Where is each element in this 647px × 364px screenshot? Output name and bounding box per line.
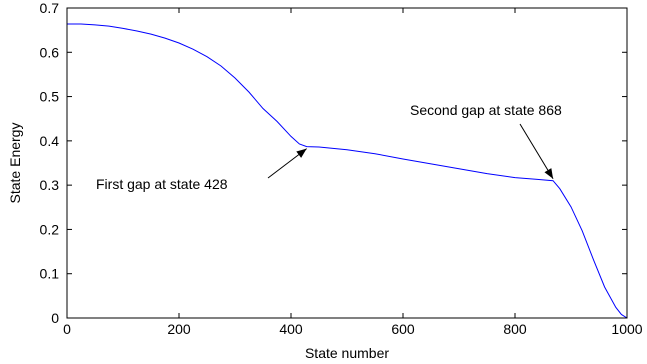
annotation-second-gap-arrow [519,123,554,179]
x-tick-label: 600 [391,321,415,337]
y-tick-label: 0.1 [40,266,60,282]
annotation-second-gap: Second gap at state 868 [410,102,562,118]
x-tick-label: 400 [279,321,303,337]
annotation-second-gap-arrowhead [544,168,554,179]
x-tick-label: 800 [503,321,527,337]
x-axis-label: State number [305,345,389,361]
annotation-first-gap-arrowhead [296,148,307,158]
y-tick-label: 0 [51,310,59,326]
annotation-first-gap: First gap at state 428 [96,176,228,192]
y-tick-label: 0.4 [40,133,60,149]
y-axis-label: State Energy [7,123,23,204]
series-line [67,23,628,319]
y-tick-label: 0.6 [40,44,60,60]
axes-box [66,7,628,319]
y-tick-label: 0.5 [40,89,60,105]
x-tick-label: 1000 [611,321,642,337]
y-tick-label: 0.3 [40,177,60,193]
tick-labels: 0 200 400 600 800 1000 0 0.1 0.2 0.3 0.4 0.5 0.6 0.7 [40,0,643,337]
y-tick-label: 0.2 [40,221,60,237]
x-tick-label: 0 [63,321,71,337]
x-tick-label: 200 [167,321,191,337]
y-tick-label: 0.7 [40,0,60,16]
